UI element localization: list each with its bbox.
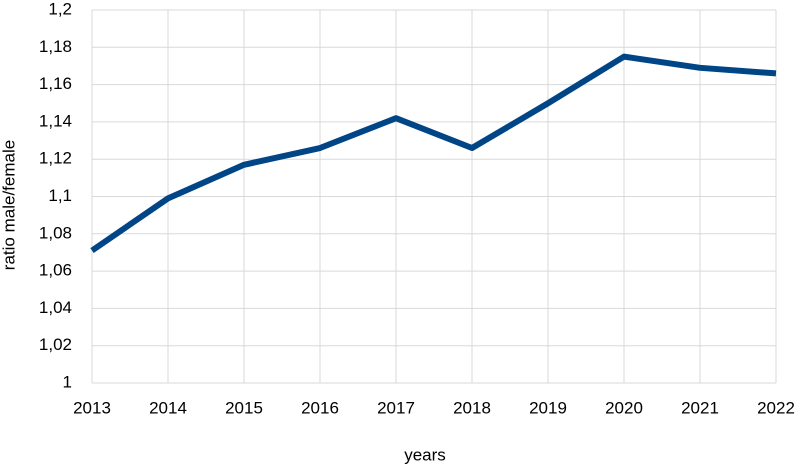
y-tick-label: 1,1 — [48, 186, 72, 205]
x-tick-label: 2019 — [529, 398, 567, 417]
y-tick-label: 1 — [63, 372, 72, 391]
y-tick-label: 1,18 — [39, 37, 72, 56]
y-tick-label: 1,12 — [39, 149, 72, 168]
y-tick-label: 1,08 — [39, 223, 72, 242]
y-tick-label: 1,14 — [39, 111, 72, 130]
x-axis-label: years — [404, 445, 446, 464]
x-tick-label: 2013 — [73, 398, 111, 417]
x-tick-label: 2017 — [377, 398, 415, 417]
y-tick-label: 1,06 — [39, 261, 72, 280]
x-tick-label: 2014 — [149, 398, 187, 417]
y-tick-label: 1,2 — [48, 0, 72, 18]
x-tick-label: 2015 — [225, 398, 263, 417]
x-tick-label: 2022 — [757, 398, 795, 417]
x-tick-label: 2020 — [605, 398, 643, 417]
x-tick-label: 2016 — [301, 398, 339, 417]
y-axis-label: ratio male/female — [0, 140, 18, 270]
x-tick-label: 2021 — [681, 398, 719, 417]
x-tick-label: 2018 — [453, 398, 491, 417]
data-line — [90, 53, 777, 254]
y-tick-label: 1,02 — [39, 335, 72, 354]
y-tick-label: 1,16 — [39, 74, 72, 93]
y-tick-label: 1,04 — [39, 298, 72, 317]
